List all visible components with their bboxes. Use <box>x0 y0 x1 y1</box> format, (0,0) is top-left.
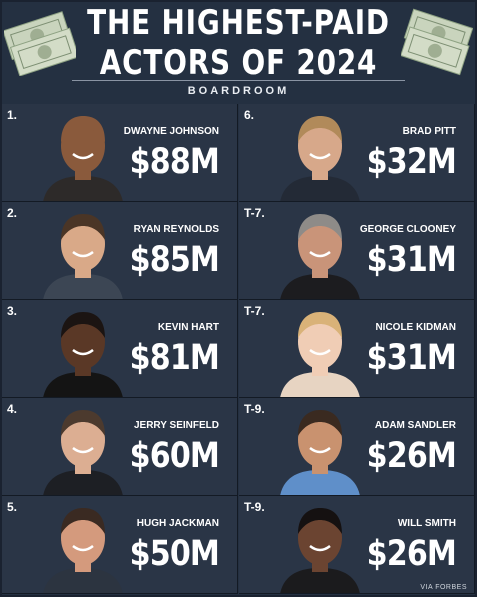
actor-card: 3. KEVIN HART $81M <box>2 300 238 398</box>
actor-name: JERRY SEINFELD <box>133 420 219 431</box>
page-title-line-1: THE HIGHEST-PAID <box>87 3 390 43</box>
actor-name: GEORGE CLOONEY <box>359 224 456 235</box>
actor-card: 1. DWAYNE JOHNSON $88M <box>2 104 238 202</box>
actor-earnings: $81M <box>129 338 220 378</box>
actor-earnings: $88M <box>129 142 220 182</box>
actor-name: RYAN REYNOLDS <box>133 224 219 235</box>
actor-portrait <box>43 116 123 201</box>
actor-card: T-7. NICOLE KIDMAN $31M <box>239 300 475 398</box>
actor-earnings: $31M <box>366 338 457 378</box>
actor-portrait <box>280 312 360 397</box>
actor-rank: 5. <box>7 500 18 514</box>
actor-card: T-9. WILL SMITH $26M <box>239 496 475 594</box>
actor-name: ADAM SANDLER <box>374 420 456 431</box>
actor-portrait <box>280 410 360 495</box>
divider <box>72 80 405 81</box>
money-stack-icon <box>401 8 473 76</box>
actor-name: KEVIN HART <box>157 322 219 333</box>
actor-card: 5. HUGH JACKMAN $50M <box>2 496 238 594</box>
actor-card: 4. JERRY SEINFELD $60M <box>2 398 238 496</box>
actor-name: BRAD PITT <box>402 126 456 137</box>
actor-name: HUGH JACKMAN <box>136 518 219 529</box>
actor-rank: 1. <box>7 108 18 122</box>
actor-portrait <box>43 410 123 495</box>
actor-earnings: $26M <box>366 436 457 476</box>
page-title-line-2: ACTORS OF 2024 <box>99 43 378 83</box>
actor-portrait <box>43 312 123 397</box>
actor-grid: 1. DWAYNE JOHNSON $88M 2. RYAN REYNOLDS $85M 3… <box>2 103 475 595</box>
actor-earnings: $26M <box>366 534 457 574</box>
actor-portrait <box>280 508 360 593</box>
actor-card: T-7. GEORGE CLOONEY $31M <box>239 202 475 300</box>
actor-name: WILL SMITH <box>397 518 456 529</box>
brand-label: BOARDROOM <box>187 85 290 97</box>
actor-rank: 4. <box>7 402 18 416</box>
actor-name: DWAYNE JOHNSON <box>123 126 219 137</box>
actor-earnings: $31M <box>366 240 457 280</box>
actor-portrait <box>43 508 123 593</box>
actor-earnings: $85M <box>129 240 220 280</box>
header: THE HIGHEST-PAID ACTORS OF 2024 BOARDROO… <box>2 2 475 103</box>
actor-portrait <box>43 214 123 299</box>
actor-card: T-9. ADAM SANDLER $26M <box>239 398 475 496</box>
actor-card: 2. RYAN REYNOLDS $85M <box>2 202 238 300</box>
actor-rank: T-9. <box>244 402 265 416</box>
actor-rank: T-9. <box>244 500 265 514</box>
actor-rank: 2. <box>7 206 18 220</box>
actor-rank: T-7. <box>244 206 265 220</box>
actor-portrait <box>280 214 360 299</box>
actor-earnings: $60M <box>129 436 220 476</box>
actor-rank: T-7. <box>244 304 265 318</box>
actor-earnings: $32M <box>366 142 457 182</box>
actor-portrait <box>280 116 360 201</box>
actor-rank: 6. <box>244 108 255 122</box>
money-stack-icon <box>4 11 76 76</box>
actor-name: NICOLE KIDMAN <box>375 322 456 333</box>
actor-rank: 3. <box>7 304 18 318</box>
actor-card: 6. BRAD PITT $32M <box>239 104 475 202</box>
source-credit: VIA FORBES <box>420 584 467 591</box>
actor-earnings: $50M <box>129 534 220 574</box>
